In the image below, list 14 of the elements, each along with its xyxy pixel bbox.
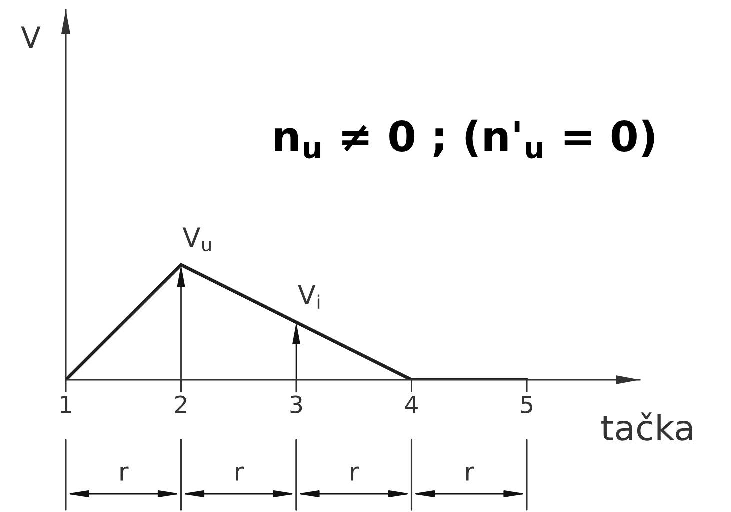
- x-axis-title: tačka: [602, 412, 692, 441]
- annotation: V$_{i}$: [298, 285, 320, 309]
- x-tick-label: 3: [290, 396, 302, 414]
- chart-title: n$_{u}$ ≠ 0 ; (n'$_{u}$ = 0): [275, 120, 654, 159]
- x-tick-label: 1: [61, 396, 72, 414]
- text: r: [236, 466, 244, 481]
- text: V: [21, 26, 41, 48]
- text: r: [351, 466, 360, 481]
- x-tick-label: 4: [405, 396, 418, 414]
- x-tick-label: 5: [521, 396, 532, 414]
- annotation: V$_{u}$: [182, 228, 211, 252]
- x-tick-label: 2: [175, 396, 186, 414]
- text: r: [120, 466, 129, 481]
- text: r: [466, 466, 475, 481]
